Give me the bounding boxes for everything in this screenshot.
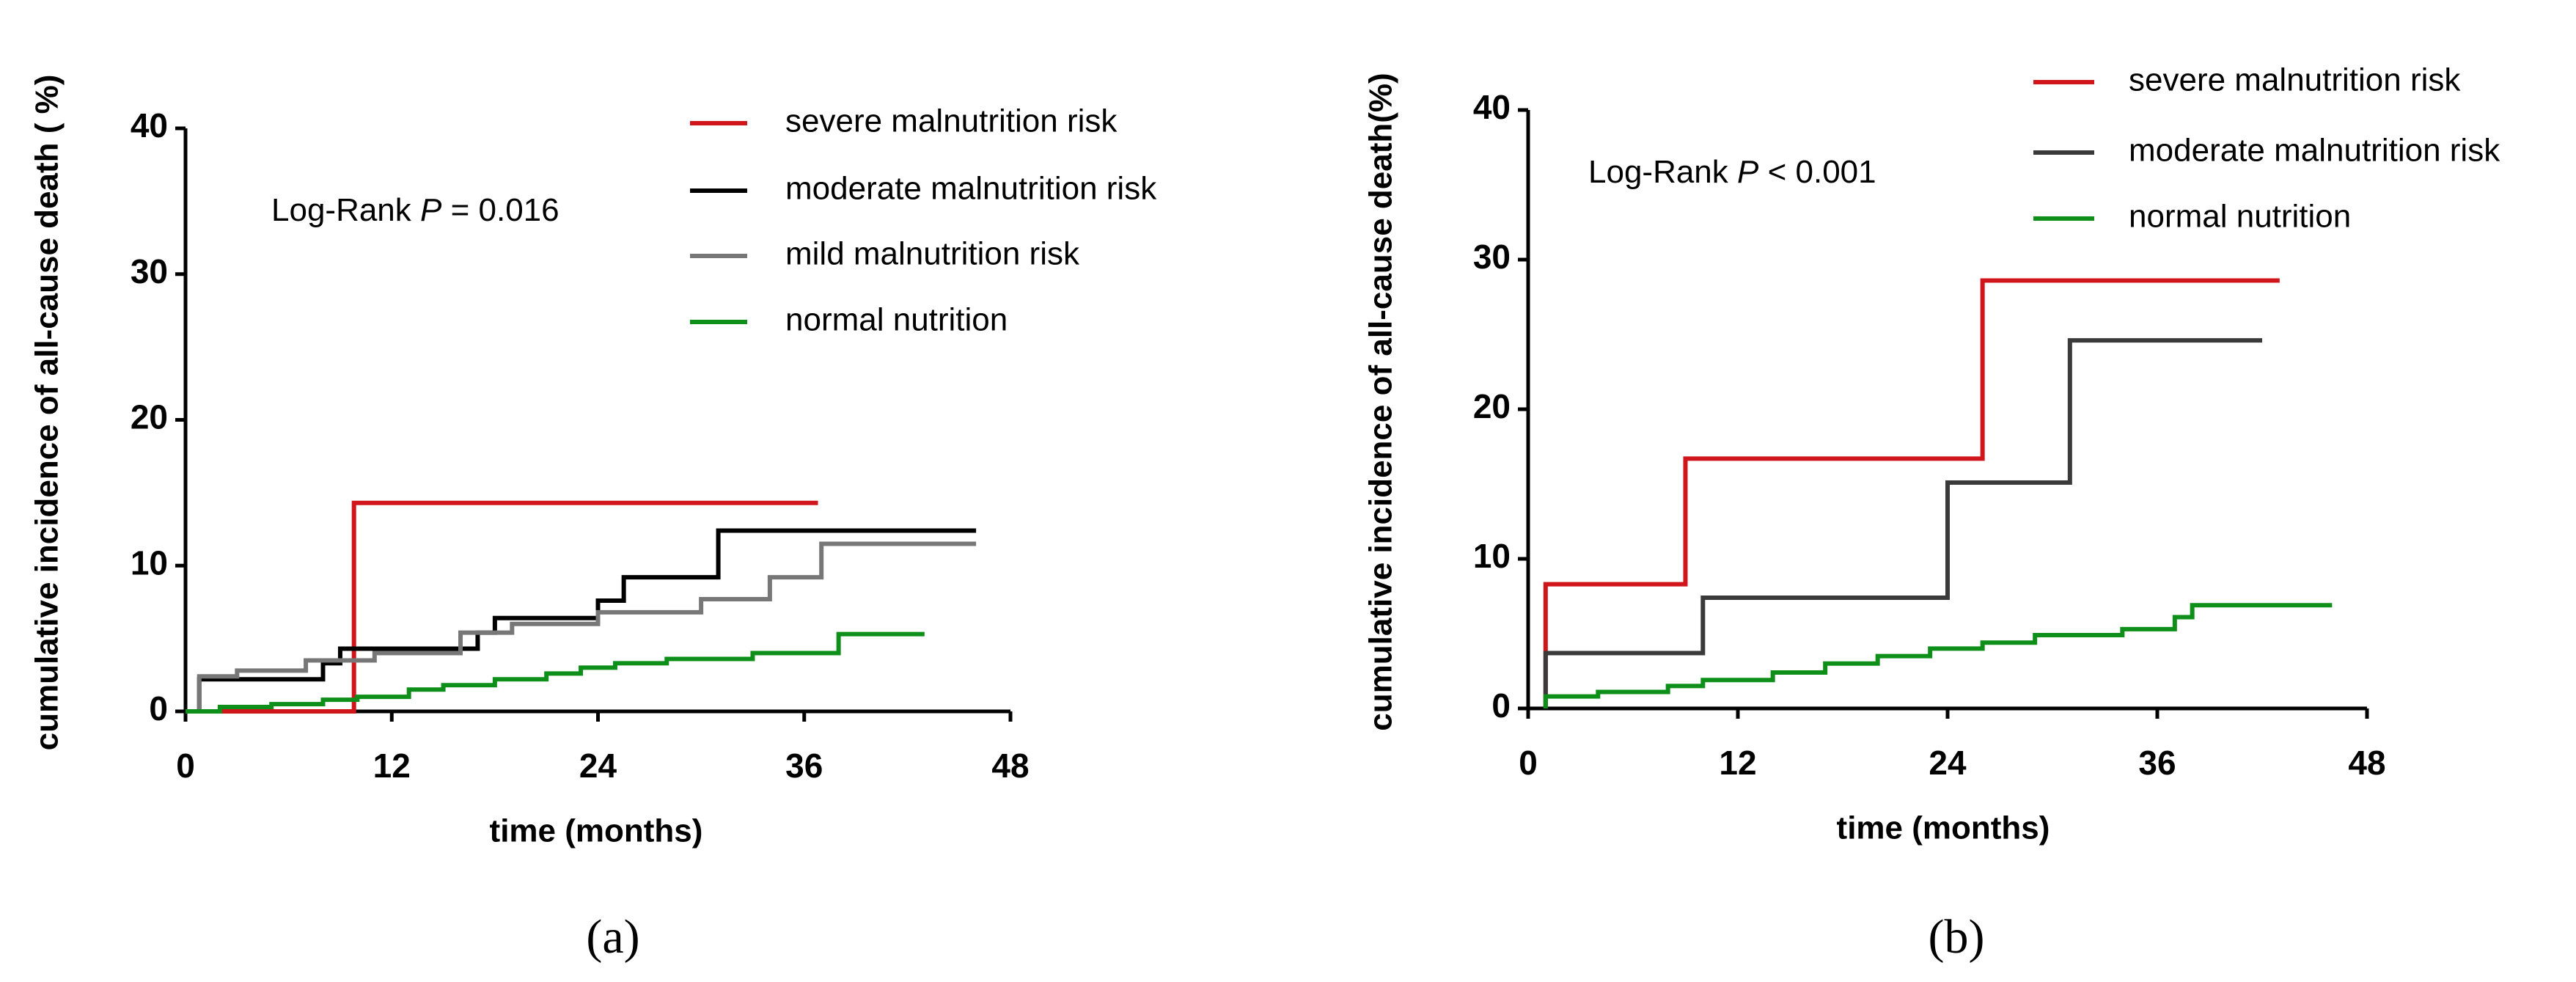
annotation-part: Log-Rank [271,192,420,228]
x-tick-label: 12 [1719,744,1756,782]
panel-label: (a) [586,910,639,964]
series-line [197,541,977,711]
x-tick-label: 0 [176,747,195,785]
y-tick-label: 0 [1491,686,1511,725]
x-tick-label: 0 [1519,744,1538,782]
x-tick-label: 48 [991,747,1029,785]
series-line [186,500,818,714]
x-axis-title: time (months) [490,813,703,849]
legend-label: moderate malnutrition risk [785,171,1157,207]
y-axis-title: cumulative incidence of all-cause death … [29,75,65,751]
legend-label: mild malnutrition risk [785,236,1080,272]
annotation-part: < 0.001 [1758,154,1876,190]
y-tick-label: 20 [1473,387,1511,425]
legend-label: normal nutrition [2129,199,2351,235]
y-tick-label: 30 [131,252,168,290]
x-tick-label: 12 [373,747,411,785]
annotation-part: = 0.016 [441,192,559,228]
x-tick-label: 24 [579,747,617,785]
x-axis-title: time (months) [1837,810,2050,846]
series-line [186,631,925,714]
annotation: Log-Rank P < 0.001 [1588,154,1876,190]
y-tick-label: 10 [1473,537,1511,575]
annotation: Log-Rank P = 0.016 [271,192,559,228]
y-tick-label: 0 [149,689,168,728]
legend-label: normal nutrition [785,302,1008,338]
y-axis-title: cumulative incidence of all-cause death(… [1363,73,1399,730]
series-line [186,528,977,714]
panel-label: (b) [1929,910,1985,964]
series-line [1543,603,2333,708]
y-tick-label: 40 [131,106,168,144]
x-tick-label: 24 [1929,744,1967,782]
y-tick-label: 30 [1473,238,1511,276]
x-tick-label: 48 [2348,744,2385,782]
x-tick-label: 36 [2138,744,2176,782]
series-line [1543,338,2262,708]
series-line [1543,278,2280,708]
legend-label: severe malnutrition risk [2129,62,2461,98]
y-tick-label: 20 [131,398,168,436]
x-tick-label: 36 [785,747,823,785]
annotation-part: P [1737,154,1759,190]
annotation-part: P [420,192,442,228]
y-tick-label: 10 [131,543,168,582]
y-tick-label: 40 [1473,88,1511,126]
legend-label: severe malnutrition risk [785,103,1118,139]
legend-label: moderate malnutrition risk [2129,133,2500,169]
annotation-part: Log-Rank [1588,154,1737,190]
